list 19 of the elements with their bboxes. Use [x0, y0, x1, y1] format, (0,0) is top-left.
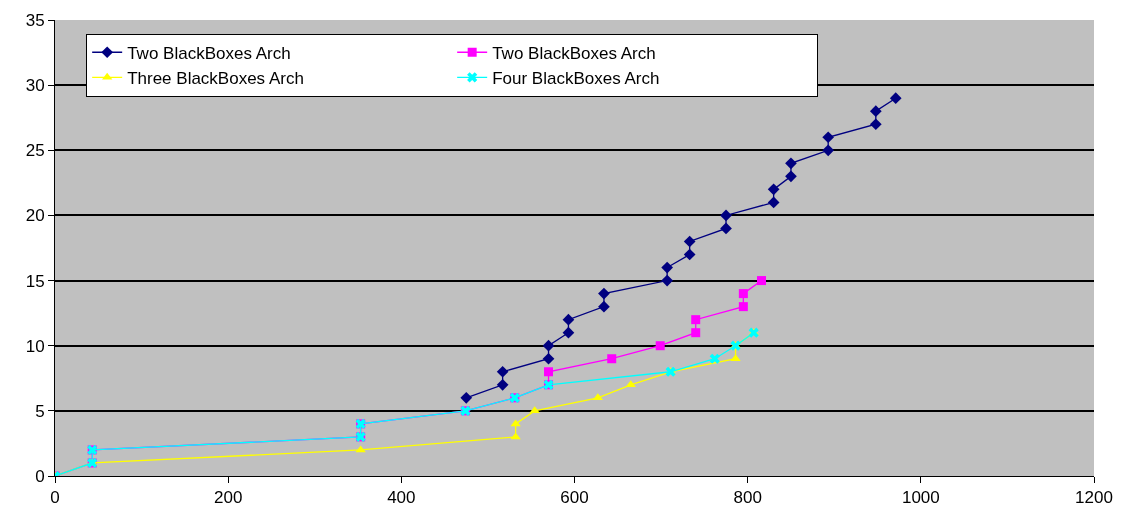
x-tick-label: 1000 — [901, 488, 940, 508]
y-tick-label: 10 — [25, 336, 45, 356]
y-tick-label: 35 — [25, 10, 45, 30]
y-tick-label: 20 — [25, 206, 45, 226]
x-tick-label: 400 — [387, 488, 416, 508]
y-tick-label: 30 — [25, 76, 45, 96]
x-tick-label: 0 — [50, 488, 60, 508]
x-tick-label: 600 — [560, 488, 589, 508]
x-tick-label: 200 — [213, 488, 243, 508]
legend-label: Two BlackBoxes Arch — [127, 43, 291, 63]
y-tick-label: 25 — [25, 141, 45, 161]
legend-label: Three BlackBoxes Arch — [127, 68, 304, 88]
legend-label: Two BlackBoxes Arch — [492, 43, 656, 63]
y-tick-label: 5 — [35, 401, 45, 421]
y-tick-label: 0 — [35, 466, 45, 486]
x-tick-label: 800 — [733, 488, 762, 508]
x-tick-label: 1200 — [1075, 488, 1113, 508]
legend-label: Four BlackBoxes Arch — [492, 68, 660, 88]
y-tick-label: 15 — [25, 271, 45, 291]
